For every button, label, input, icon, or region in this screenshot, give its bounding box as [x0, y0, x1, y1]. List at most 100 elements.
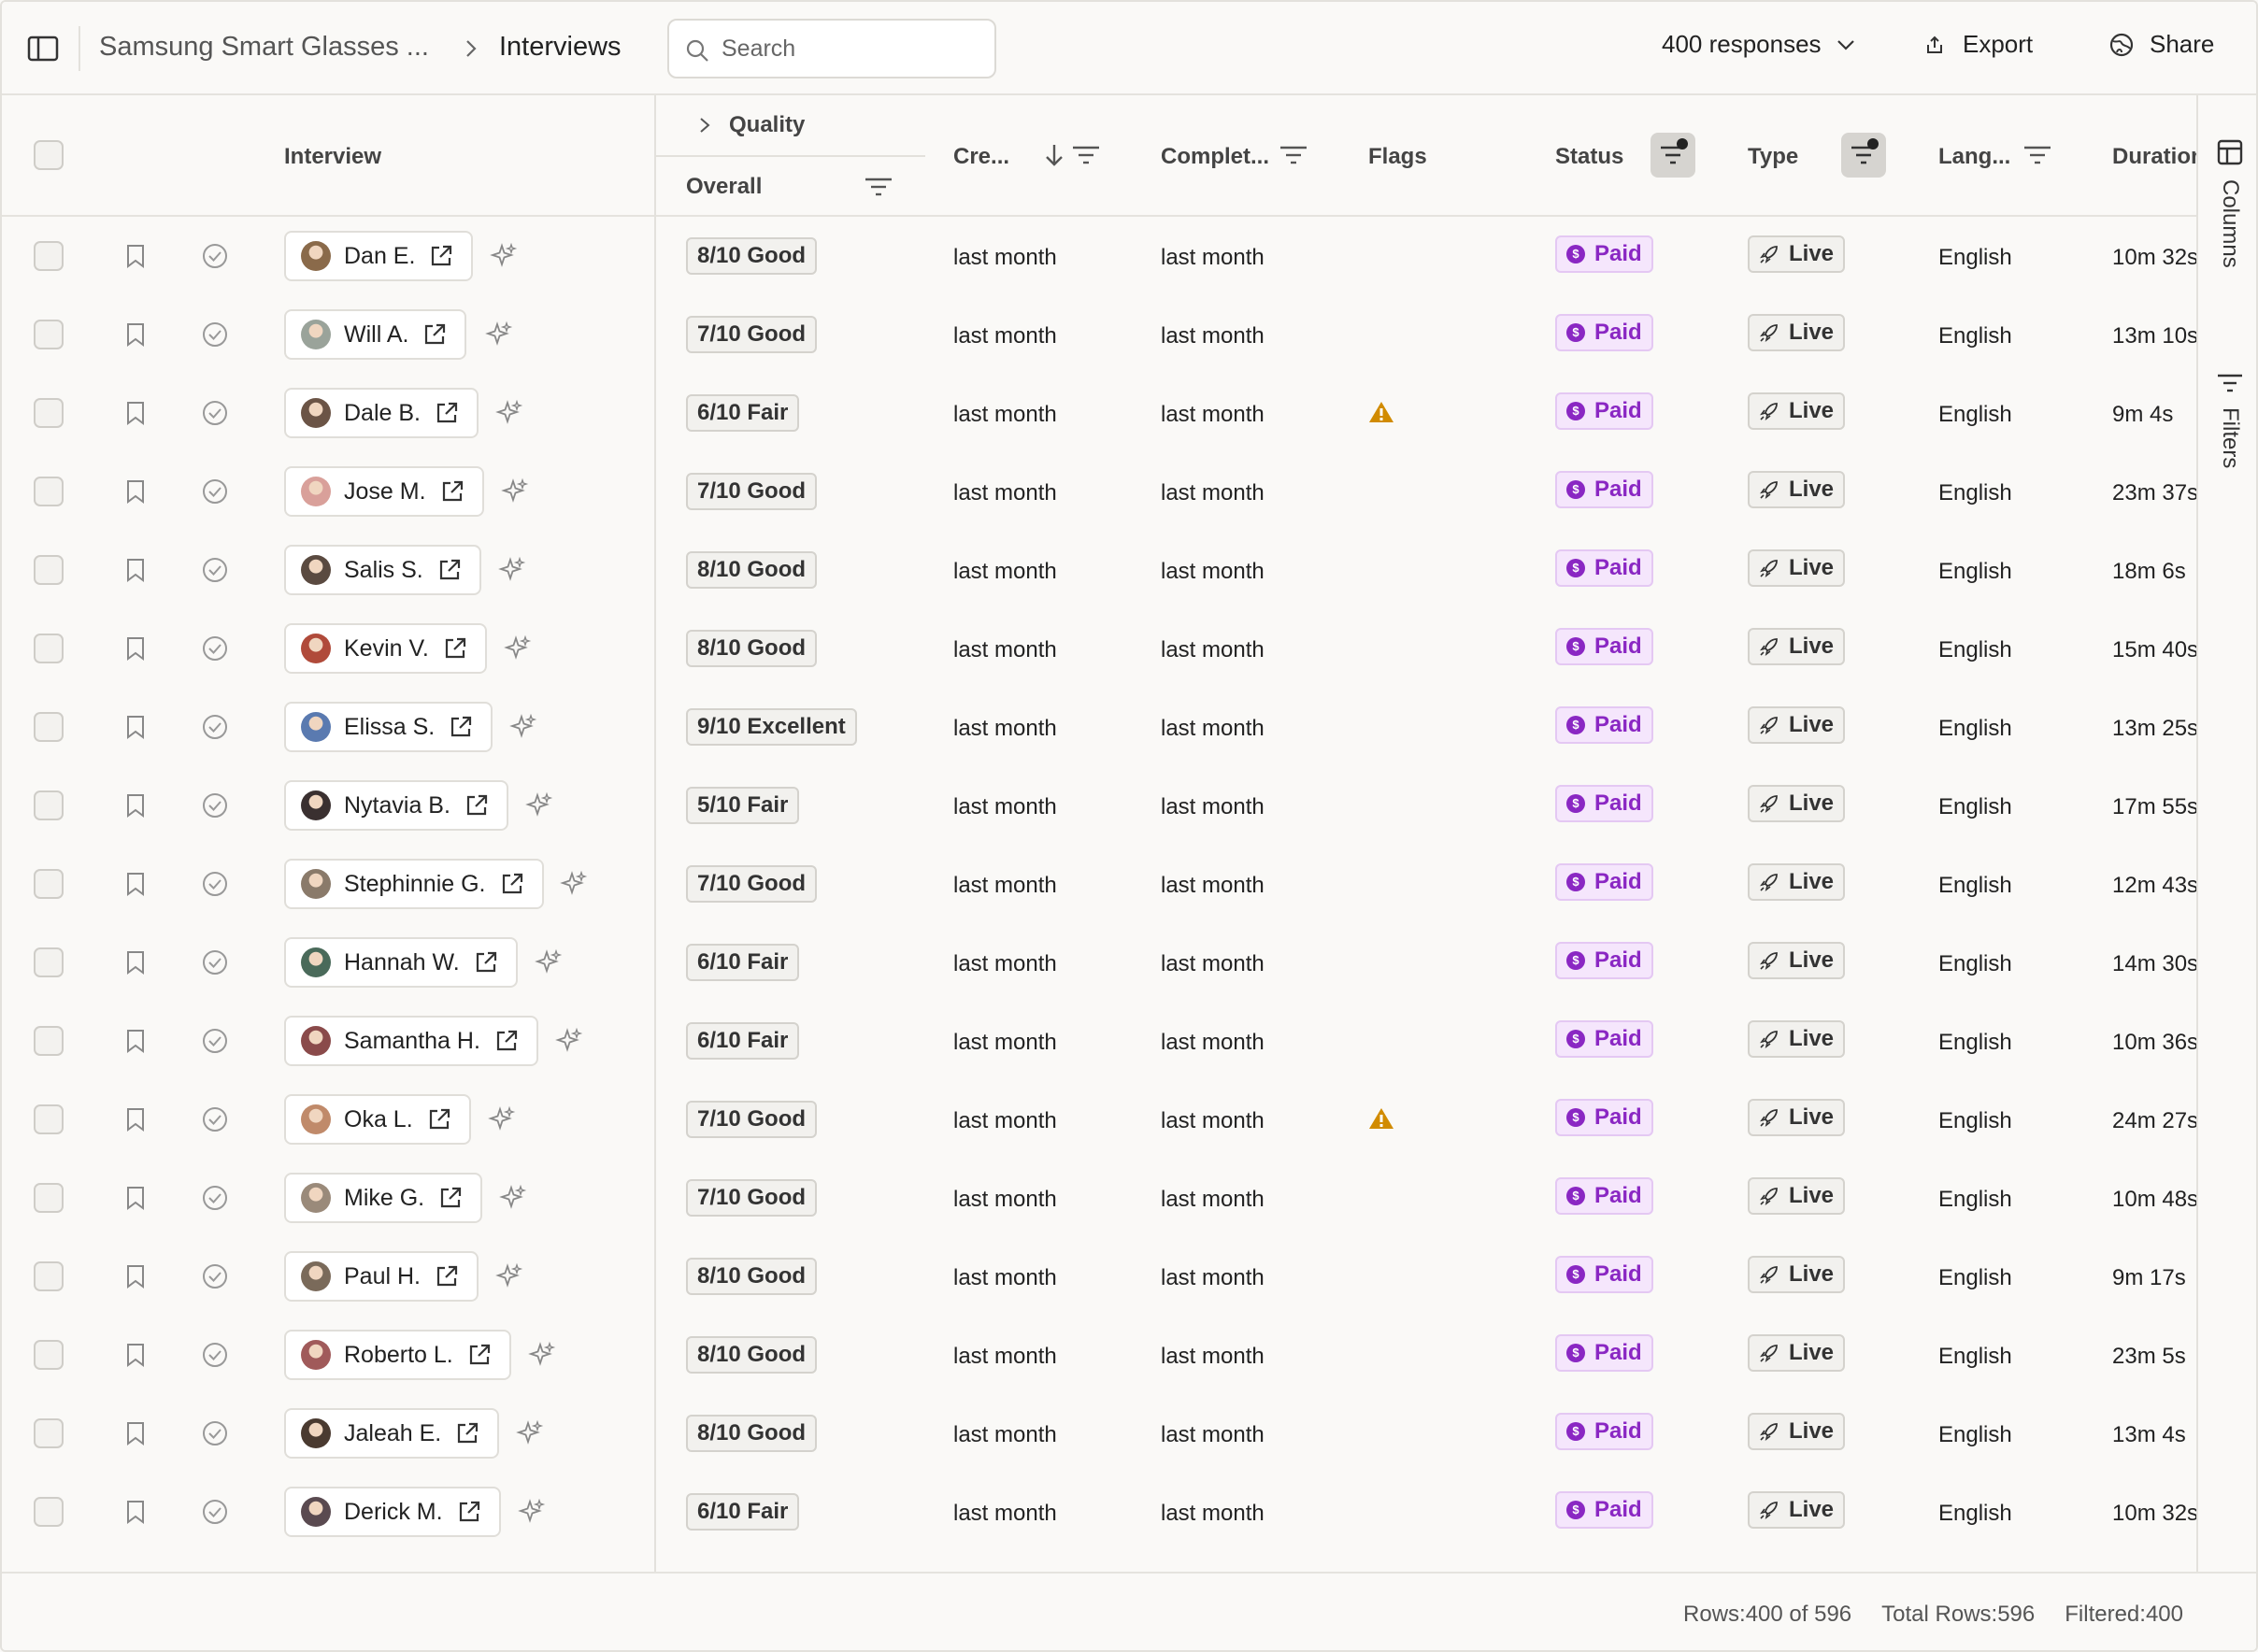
bookmark-icon[interactable] — [125, 400, 146, 426]
interview-link[interactable]: Stephinnie G. — [284, 859, 544, 909]
check-circle-icon[interactable] — [201, 556, 229, 584]
table-row[interactable]: Stephinnie G. 7/10 Good last month last … — [2, 845, 2198, 923]
check-circle-icon[interactable] — [201, 1419, 229, 1447]
table-row[interactable]: Dale B. 6/10 Fair last month last month — [2, 374, 2198, 452]
sort-descending-icon[interactable] — [1043, 142, 1065, 168]
search-box[interactable] — [667, 19, 996, 78]
interview-link[interactable]: Dan E. — [284, 231, 474, 281]
search-input[interactable] — [722, 30, 983, 67]
table-row[interactable]: Salis S. 8/10 Good last month last month… — [2, 531, 2198, 609]
filter-icon[interactable] — [2022, 144, 2052, 166]
bookmark-icon[interactable] — [125, 949, 146, 976]
ai-sparkle-icon[interactable] — [490, 242, 518, 270]
bookmark-icon[interactable] — [125, 478, 146, 505]
ai-sparkle-icon[interactable] — [495, 1262, 523, 1290]
ai-sparkle-icon[interactable] — [487, 1105, 516, 1133]
check-circle-icon[interactable] — [201, 320, 229, 349]
table-row[interactable]: Will A. 7/10 Good last month last month … — [2, 295, 2198, 374]
check-circle-icon[interactable] — [201, 242, 229, 270]
ai-sparkle-icon[interactable] — [497, 556, 526, 584]
bookmark-icon[interactable] — [125, 1342, 146, 1368]
table-row[interactable]: Oka L. 7/10 Good last month last month — [2, 1080, 2198, 1159]
row-checkbox[interactable] — [34, 712, 64, 742]
column-header-completed[interactable]: Complet... — [1161, 144, 1270, 169]
sidebar-toggle-icon[interactable] — [26, 34, 60, 64]
table-row[interactable]: Nytavia B. 5/10 Fair last month last mon… — [2, 766, 2198, 845]
bookmark-icon[interactable] — [125, 714, 146, 740]
row-checkbox[interactable] — [34, 1104, 64, 1134]
ai-sparkle-icon[interactable] — [499, 1184, 527, 1212]
check-circle-icon[interactable] — [201, 1027, 229, 1055]
table-row[interactable]: Paul H. 8/10 Good last month last month … — [2, 1237, 2198, 1316]
ai-sparkle-icon[interactable] — [503, 634, 532, 662]
filter-icon[interactable] — [1071, 144, 1101, 166]
row-checkbox[interactable] — [34, 555, 64, 585]
check-circle-icon[interactable] — [201, 477, 229, 506]
ai-sparkle-icon[interactable] — [525, 791, 553, 819]
check-circle-icon[interactable] — [201, 1498, 229, 1526]
column-header-type[interactable]: Type — [1748, 144, 1799, 169]
row-checkbox[interactable] — [34, 398, 64, 428]
bookmark-icon[interactable] — [125, 1106, 146, 1132]
interview-link[interactable]: Jaleah E. — [284, 1408, 500, 1459]
bookmark-icon[interactable] — [125, 1420, 146, 1446]
bookmark-icon[interactable] — [125, 321, 146, 348]
ai-sparkle-icon[interactable] — [555, 1027, 583, 1055]
row-checkbox[interactable] — [34, 947, 64, 977]
interview-link[interactable]: Will A. — [284, 309, 467, 360]
column-header-language[interactable]: Lang... — [1938, 144, 2011, 169]
bookmark-icon[interactable] — [125, 871, 146, 897]
table-row[interactable]: Jose M. 7/10 Good last month last month … — [2, 452, 2198, 531]
column-group-quality[interactable]: Quality — [695, 112, 805, 138]
check-circle-icon[interactable] — [201, 399, 229, 427]
interview-link[interactable]: Salis S. — [284, 545, 481, 595]
row-checkbox[interactable] — [34, 1026, 64, 1056]
table-row[interactable]: Dan E. 8/10 Good last month last month $… — [2, 217, 2198, 295]
check-circle-icon[interactable] — [201, 1341, 229, 1369]
column-header-interview[interactable]: Interview — [284, 144, 382, 169]
breadcrumb-project[interactable]: Samsung Smart Glasses ... — [99, 32, 429, 62]
row-checkbox[interactable] — [34, 869, 64, 899]
row-checkbox[interactable] — [34, 477, 64, 506]
interview-link[interactable]: Kevin V. — [284, 623, 487, 674]
row-checkbox[interactable] — [34, 1418, 64, 1448]
table-row[interactable]: Mike G. 7/10 Good last month last month … — [2, 1159, 2198, 1237]
bookmark-icon[interactable] — [125, 243, 146, 269]
row-checkbox[interactable] — [34, 1261, 64, 1291]
share-button[interactable]: Share — [2108, 30, 2214, 59]
check-circle-icon[interactable] — [201, 713, 229, 741]
row-checkbox[interactable] — [34, 634, 64, 663]
table-row[interactable]: Jaleah E. 8/10 Good last month last mont… — [2, 1394, 2198, 1473]
row-checkbox[interactable] — [34, 241, 64, 271]
check-circle-icon[interactable] — [201, 791, 229, 819]
interview-link[interactable]: Roberto L. — [284, 1330, 511, 1380]
interview-link[interactable]: Derick M. — [284, 1487, 501, 1537]
check-circle-icon[interactable] — [201, 634, 229, 662]
interview-link[interactable]: Samantha H. — [284, 1016, 538, 1066]
ai-sparkle-icon[interactable] — [484, 320, 513, 349]
row-checkbox[interactable] — [34, 320, 64, 349]
filter-icon[interactable] — [864, 176, 893, 198]
ai-sparkle-icon[interactable] — [495, 399, 523, 427]
column-header-flags[interactable]: Flags — [1368, 144, 1427, 169]
check-circle-icon[interactable] — [201, 1262, 229, 1290]
row-checkbox[interactable] — [34, 1497, 64, 1527]
table-row[interactable]: Samantha H. 6/10 Fair last month last mo… — [2, 1002, 2198, 1080]
row-checkbox[interactable] — [34, 1340, 64, 1370]
ai-sparkle-icon[interactable] — [500, 477, 529, 506]
bookmark-icon[interactable] — [125, 635, 146, 662]
ai-sparkle-icon[interactable] — [534, 948, 563, 976]
table-row[interactable]: Roberto L. 8/10 Good last month last mon… — [2, 1316, 2198, 1394]
row-checkbox[interactable] — [34, 1183, 64, 1213]
interview-link[interactable]: Dale B. — [284, 388, 479, 438]
bookmark-icon[interactable] — [125, 1499, 146, 1525]
ai-sparkle-icon[interactable] — [517, 1498, 546, 1526]
column-header-duration[interactable]: Duration — [2112, 144, 2198, 169]
interview-link[interactable]: Oka L. — [284, 1094, 471, 1145]
ai-sparkle-icon[interactable] — [560, 870, 588, 898]
interview-link[interactable]: Hannah W. — [284, 937, 518, 988]
interview-link[interactable]: Jose M. — [284, 466, 484, 517]
ai-sparkle-icon[interactable] — [516, 1419, 544, 1447]
table-row[interactable]: Elissa S. 9/10 Excellent last month last… — [2, 688, 2198, 766]
check-circle-icon[interactable] — [201, 1184, 229, 1212]
